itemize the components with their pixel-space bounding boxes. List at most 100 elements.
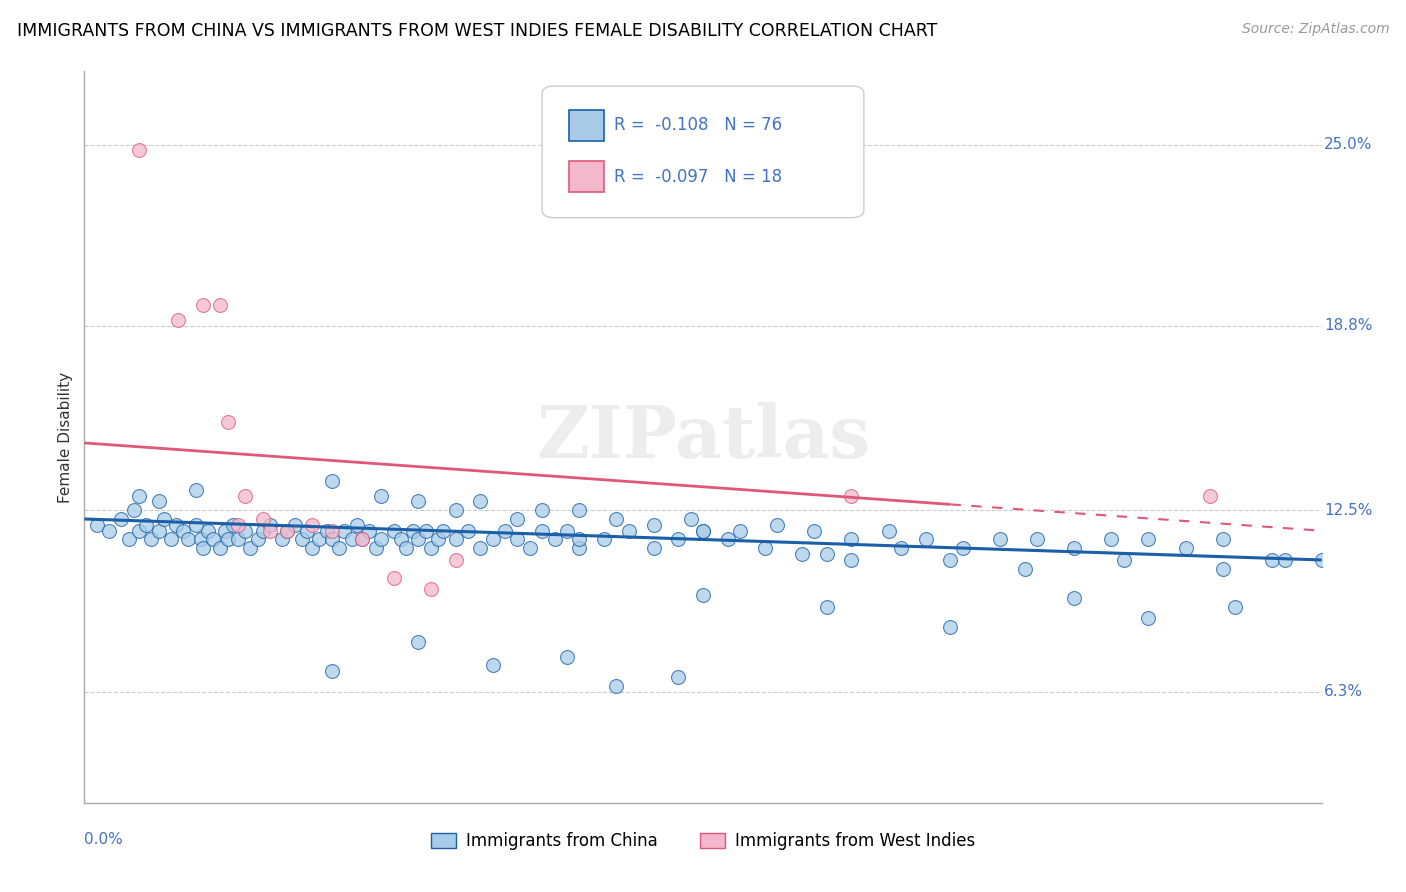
- Point: [790, 547, 813, 561]
- Point: [877, 524, 900, 538]
- Point: [1063, 591, 1085, 605]
- Point: [531, 524, 554, 538]
- Point: [1137, 611, 1160, 625]
- Point: [754, 541, 776, 556]
- Point: [259, 517, 281, 532]
- Point: [276, 524, 298, 538]
- Point: [432, 524, 454, 538]
- Text: IMMIGRANTS FROM CHINA VS IMMIGRANTS FROM WEST INDIES FEMALE DISABILITY CORRELATI: IMMIGRANTS FROM CHINA VS IMMIGRANTS FROM…: [17, 22, 938, 40]
- Point: [568, 503, 591, 517]
- Point: [815, 547, 838, 561]
- Point: [308, 533, 330, 547]
- Point: [1063, 541, 1085, 556]
- Point: [350, 533, 373, 547]
- Point: [197, 524, 219, 538]
- Point: [1174, 541, 1197, 556]
- Point: [419, 582, 441, 597]
- Point: [1274, 553, 1296, 567]
- Bar: [569, 161, 605, 192]
- Point: [1137, 533, 1160, 547]
- Point: [543, 533, 565, 547]
- Point: [415, 524, 437, 538]
- Point: [506, 512, 529, 526]
- Point: [841, 489, 863, 503]
- Point: [952, 541, 974, 556]
- Point: [988, 533, 1011, 547]
- Point: [291, 533, 314, 547]
- Text: Source: ZipAtlas.com: Source: ZipAtlas.com: [1241, 22, 1389, 37]
- Y-axis label: Female Disability: Female Disability: [58, 371, 73, 503]
- Point: [209, 298, 232, 312]
- Text: R =  -0.108   N = 76: R = -0.108 N = 76: [614, 117, 782, 135]
- Point: [444, 553, 467, 567]
- Point: [914, 533, 936, 547]
- Text: 6.3%: 6.3%: [1324, 684, 1362, 699]
- Point: [321, 524, 343, 538]
- Point: [1212, 533, 1234, 547]
- Point: [86, 517, 108, 532]
- Point: [366, 541, 388, 556]
- Point: [717, 533, 740, 547]
- Point: [444, 533, 467, 547]
- Point: [315, 524, 337, 538]
- Point: [568, 541, 591, 556]
- Point: [301, 517, 323, 532]
- Point: [531, 503, 554, 517]
- Point: [568, 533, 591, 547]
- Point: [939, 620, 962, 634]
- Point: [328, 541, 350, 556]
- Point: [692, 524, 714, 538]
- Text: ZIPatlas: ZIPatlas: [536, 401, 870, 473]
- Point: [217, 416, 239, 430]
- Point: [506, 533, 529, 547]
- Point: [593, 533, 616, 547]
- Point: [1014, 562, 1036, 576]
- Point: [177, 533, 200, 547]
- Point: [184, 517, 207, 532]
- Point: [470, 494, 492, 508]
- Point: [555, 524, 578, 538]
- Point: [148, 494, 170, 508]
- Point: [190, 533, 212, 547]
- Point: [118, 533, 141, 547]
- Point: [803, 524, 825, 538]
- Point: [135, 517, 157, 532]
- Point: [890, 541, 912, 556]
- Point: [148, 524, 170, 538]
- Point: [692, 524, 714, 538]
- Point: [481, 533, 503, 547]
- Point: [841, 533, 863, 547]
- Point: [284, 517, 307, 532]
- Point: [98, 524, 121, 538]
- Point: [350, 533, 373, 547]
- Point: [939, 553, 962, 567]
- Point: [666, 670, 689, 684]
- Point: [152, 512, 174, 526]
- Point: [370, 533, 392, 547]
- Point: [481, 658, 503, 673]
- Text: 0.0%: 0.0%: [84, 832, 124, 847]
- Point: [1199, 489, 1222, 503]
- Point: [340, 533, 363, 547]
- Point: [184, 483, 207, 497]
- Point: [172, 524, 194, 538]
- Point: [1212, 562, 1234, 576]
- Point: [233, 524, 256, 538]
- Point: [470, 541, 492, 556]
- Point: [202, 533, 225, 547]
- Point: [643, 517, 665, 532]
- Text: 25.0%: 25.0%: [1324, 137, 1372, 152]
- Point: [239, 541, 262, 556]
- Point: [333, 524, 356, 538]
- Point: [321, 533, 343, 547]
- Point: [246, 533, 269, 547]
- Point: [389, 533, 412, 547]
- Point: [226, 533, 249, 547]
- Text: 12.5%: 12.5%: [1324, 503, 1372, 517]
- Point: [165, 517, 187, 532]
- Text: R =  -0.097   N = 18: R = -0.097 N = 18: [614, 168, 782, 186]
- Point: [841, 553, 863, 567]
- Point: [110, 512, 132, 526]
- Point: [357, 524, 380, 538]
- Point: [1112, 553, 1135, 567]
